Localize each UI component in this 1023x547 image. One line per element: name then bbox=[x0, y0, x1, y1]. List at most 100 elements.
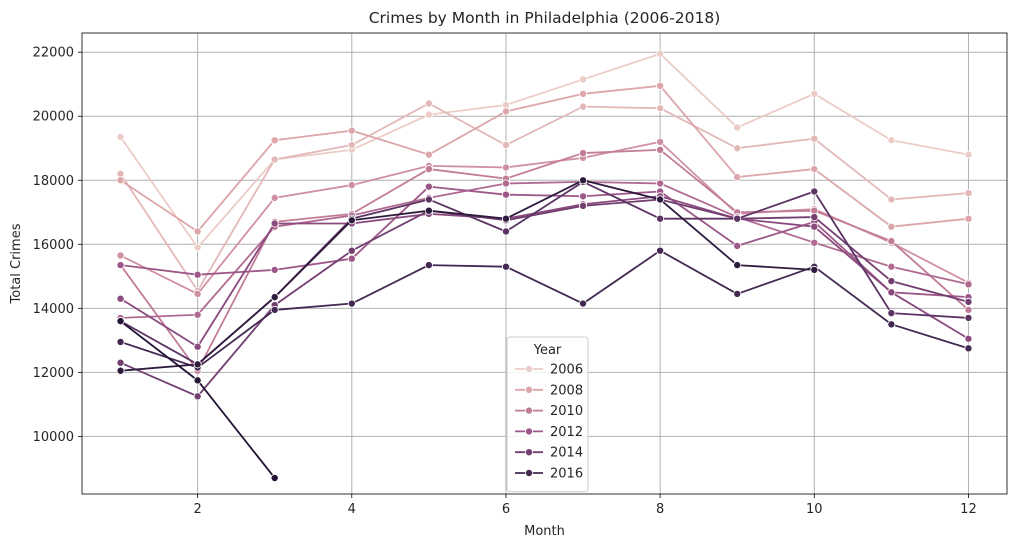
data-point bbox=[656, 214, 665, 223]
data-point bbox=[424, 165, 433, 174]
legend-swatch-marker bbox=[525, 448, 534, 457]
data-point bbox=[116, 176, 125, 185]
series-line bbox=[120, 84, 969, 233]
y-axis-label: Total Crimes bbox=[9, 223, 24, 304]
data-point bbox=[347, 126, 356, 135]
data-point bbox=[116, 358, 125, 367]
series-line bbox=[120, 140, 969, 295]
legend-label: 2016 bbox=[550, 467, 583, 482]
data-point bbox=[733, 261, 742, 270]
data-point bbox=[964, 344, 973, 353]
data-point bbox=[270, 473, 279, 482]
data-point bbox=[964, 280, 973, 289]
legend: Year 2006 2008 2010 2012 2014 2016 bbox=[506, 336, 589, 493]
legend-swatch-marker bbox=[525, 406, 534, 415]
data-point bbox=[501, 262, 510, 271]
data-point bbox=[887, 309, 896, 318]
data-point bbox=[501, 214, 510, 223]
data-point bbox=[887, 320, 896, 329]
y-tick-label: 16000 bbox=[33, 238, 74, 253]
data-point bbox=[347, 246, 356, 255]
series-11 bbox=[116, 176, 819, 375]
y-tick-label: 10000 bbox=[33, 430, 74, 445]
data-point bbox=[347, 181, 356, 190]
y-tick-label: 14000 bbox=[33, 302, 74, 317]
data-point bbox=[733, 173, 742, 182]
data-point bbox=[424, 261, 433, 270]
data-point bbox=[810, 165, 819, 174]
legend-swatch-marker bbox=[525, 427, 534, 436]
y-tick-label: 12000 bbox=[33, 366, 74, 381]
data-point bbox=[116, 366, 125, 375]
data-point bbox=[656, 49, 665, 58]
data-point bbox=[270, 219, 279, 228]
data-point bbox=[424, 150, 433, 159]
legend-label: 2012 bbox=[550, 425, 583, 440]
data-point bbox=[656, 81, 665, 90]
data-point bbox=[964, 305, 973, 314]
data-point bbox=[810, 238, 819, 247]
data-point bbox=[656, 104, 665, 113]
data-point bbox=[501, 107, 510, 116]
data-point bbox=[733, 214, 742, 223]
series-line bbox=[120, 179, 815, 372]
data-point bbox=[193, 243, 202, 252]
series-line bbox=[119, 52, 969, 249]
data-point bbox=[116, 261, 125, 270]
data-point bbox=[656, 195, 665, 204]
data-point bbox=[347, 216, 356, 225]
y-tick-label: 20000 bbox=[33, 110, 74, 125]
series-12 bbox=[116, 317, 279, 482]
data-point bbox=[424, 182, 433, 191]
data-point bbox=[656, 145, 665, 154]
data-point bbox=[656, 137, 665, 146]
data-point bbox=[810, 213, 819, 222]
data-point bbox=[193, 376, 202, 385]
data-point bbox=[270, 155, 279, 164]
legend-swatch-marker bbox=[525, 385, 534, 394]
legend-entries: 2006 2008 2010 2012 2014 2016 bbox=[515, 363, 583, 482]
x-tick-label: 2 bbox=[193, 502, 201, 517]
legend-label: 2008 bbox=[550, 383, 583, 398]
legend-label: 2014 bbox=[550, 446, 583, 461]
data-point bbox=[579, 102, 588, 111]
data-point bbox=[733, 144, 742, 153]
data-point bbox=[887, 195, 896, 204]
data-point bbox=[501, 163, 510, 172]
data-point bbox=[501, 179, 510, 188]
x-tick-label: 10 bbox=[806, 502, 823, 517]
data-point bbox=[579, 89, 588, 98]
data-point bbox=[887, 136, 896, 145]
data-point bbox=[733, 123, 742, 132]
y-tick-label: 18000 bbox=[33, 174, 74, 189]
data-point bbox=[193, 342, 202, 351]
data-point bbox=[193, 310, 202, 319]
y-tick-label: 22000 bbox=[33, 46, 74, 61]
data-point bbox=[810, 134, 819, 143]
legend-title: Year bbox=[533, 343, 562, 358]
series-7 bbox=[116, 192, 973, 351]
data-point bbox=[270, 136, 279, 145]
data-point bbox=[887, 237, 896, 246]
data-point bbox=[270, 265, 279, 274]
legend-label: 2010 bbox=[550, 404, 583, 419]
data-point bbox=[579, 192, 588, 201]
data-point bbox=[656, 246, 665, 255]
data-point bbox=[656, 179, 665, 188]
series-line bbox=[120, 249, 969, 369]
x-tick-label: 12 bbox=[960, 502, 977, 517]
legend-item: 2012 bbox=[515, 425, 583, 440]
data-point bbox=[116, 251, 125, 260]
data-point bbox=[810, 89, 819, 98]
data-point bbox=[579, 299, 588, 308]
data-point bbox=[887, 222, 896, 231]
data-point bbox=[964, 313, 973, 322]
ticks: 2 4 6 8 10 12 10000 12000 14000 16000 18000 20000 22… bbox=[33, 46, 977, 517]
data-point bbox=[116, 133, 125, 142]
series-2 bbox=[116, 81, 973, 236]
legend-item: 2010 bbox=[515, 404, 583, 419]
data-point bbox=[116, 337, 125, 346]
legend-label: 2006 bbox=[550, 363, 583, 378]
legend-item: 2014 bbox=[515, 446, 583, 461]
